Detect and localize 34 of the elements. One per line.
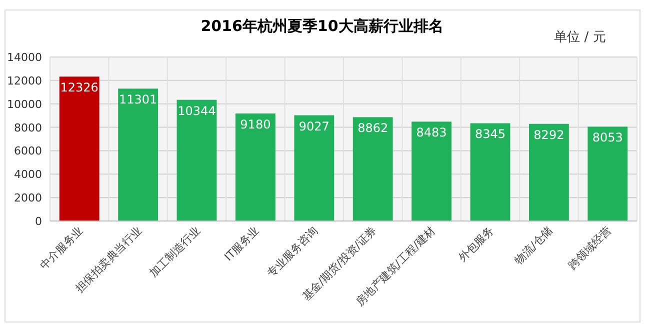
bar <box>294 115 334 221</box>
bar <box>176 100 217 221</box>
y-tick-label: 12000 <box>7 74 42 88</box>
x-tick-label: 外包服务 <box>456 224 496 264</box>
bar <box>470 123 510 221</box>
bar <box>528 124 569 221</box>
chart-title: 2016年杭州夏季10大高薪行业排名 <box>200 17 444 35</box>
data-label: 9180 <box>240 117 271 132</box>
bar <box>412 122 452 221</box>
data-label: 8345 <box>474 127 506 142</box>
data-label: 8053 <box>592 130 623 145</box>
bar <box>588 126 628 221</box>
y-tick-label: 6000 <box>14 144 42 158</box>
y-tick-label: 14000 <box>7 51 42 64</box>
y-tick-label: 2000 <box>14 192 42 205</box>
y-tick-label: 10000 <box>7 98 42 111</box>
data-label: 8292 <box>534 128 564 142</box>
x-tick-label: 跨领域经营 <box>566 224 614 272</box>
data-label: 10344 <box>178 104 216 118</box>
bar <box>118 88 158 221</box>
bar <box>352 117 393 221</box>
y-tick-label: 8000 <box>14 121 42 134</box>
data-label: 8862 <box>358 121 388 136</box>
x-tick-label: 加工制造行业 <box>147 224 203 280</box>
y-tick-label: 4000 <box>14 168 42 182</box>
x-tick-label: 物流/仓储 <box>512 224 556 267</box>
data-label: 12326 <box>60 80 98 95</box>
x-tick-label: IT服务业 <box>222 224 262 264</box>
y-axis-title: 单位 / 元 <box>554 30 606 45</box>
bar <box>59 76 100 221</box>
data-label: 11301 <box>118 92 158 107</box>
bar <box>235 113 276 221</box>
data-label: 9027 <box>298 119 330 134</box>
data-label: 8483 <box>416 126 447 140</box>
